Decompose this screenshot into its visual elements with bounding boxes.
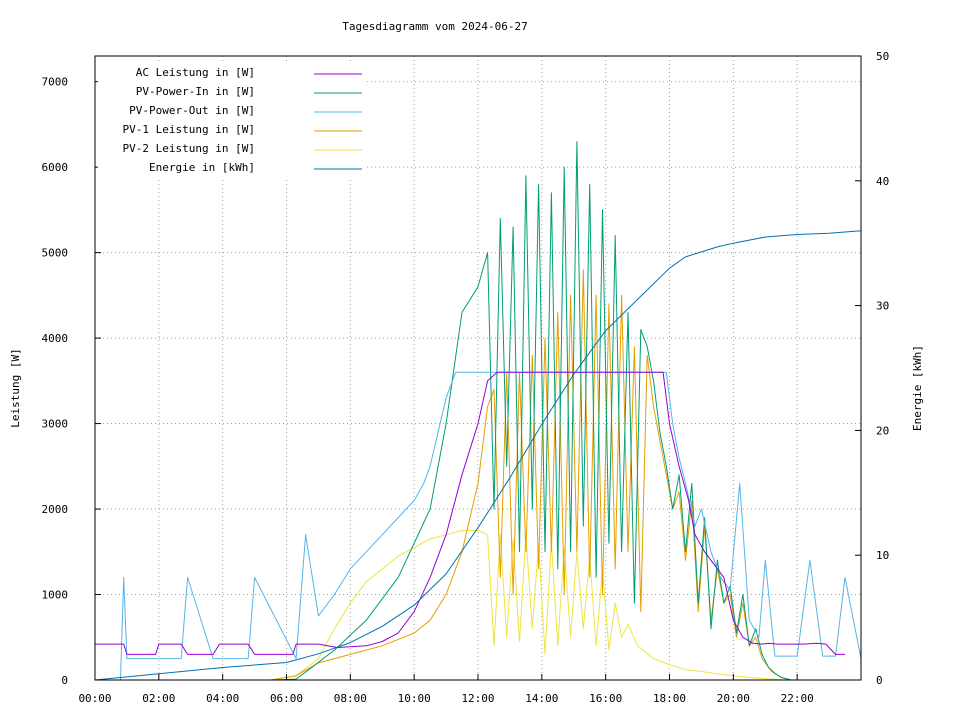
y-tick-label: 1000: [42, 589, 69, 602]
y-tick-label: 5000: [42, 247, 69, 260]
ticks: 00:00 02:00 04:00 06:00 08:00 10:00 12:00 14:00…: [42, 50, 890, 705]
x-tick-label: 04:00: [206, 692, 239, 705]
y2-tick-label: 30: [876, 300, 889, 313]
x-tick-label: 16:00: [589, 692, 622, 705]
legend-label: PV-2 Leistung in [W]: [123, 142, 255, 155]
x-tick-label: 18:00: [653, 692, 686, 705]
y2-tick-label: 40: [876, 175, 889, 188]
x-tick-label: 12:00: [461, 692, 494, 705]
x-tick-label: 08:00: [334, 692, 367, 705]
legend: AC Leistung in [W] PV-Power-In in [W] PV-P…: [98, 61, 366, 179]
y-tick-label: 2000: [42, 503, 69, 516]
legend-label: Energie in [kWh]: [149, 161, 255, 174]
y-tick-label: 0: [61, 674, 68, 687]
x-tick-label: 22:00: [781, 692, 814, 705]
y2-tick-label: 50: [876, 50, 889, 63]
x-tick-label: 20:00: [717, 692, 750, 705]
series-line-2: [95, 141, 861, 681]
x-tick-label: 14:00: [525, 692, 558, 705]
legend-label: AC Leistung in [W]: [136, 66, 255, 79]
legend-box: [98, 61, 366, 179]
legend-label: PV-Power-Out in [W]: [129, 104, 255, 117]
series-line-1: [95, 371, 845, 655]
y2-tick-label: 10: [876, 549, 889, 562]
series-line-4: [95, 269, 861, 681]
series-group: [94, 141, 862, 681]
y2-tick-label: 0: [876, 674, 883, 687]
series-line-3: [95, 371, 862, 681]
series-line-6: [94, 230, 862, 681]
y2-axis-label: Energie [kWh]: [911, 345, 924, 431]
y-tick-label: 6000: [42, 161, 69, 174]
y-tick-label: 7000: [42, 76, 69, 89]
legend-label: PV-Power-In in [W]: [136, 85, 255, 98]
chart-title: Tagesdiagramm vom 2024-06-27: [342, 20, 527, 33]
y-tick-label: 3000: [42, 418, 69, 431]
y-axis-label: Leistung [W]: [9, 348, 22, 427]
legend-label: PV-1 Leistung in [W]: [123, 123, 255, 136]
x-tick-label: 10:00: [398, 692, 431, 705]
y2-tick-label: 20: [876, 424, 889, 437]
x-tick-label: 06:00: [270, 692, 303, 705]
x-tick-label: 00:00: [78, 692, 111, 705]
y-tick-label: 4000: [42, 332, 69, 345]
x-tick-label: 02:00: [142, 692, 175, 705]
